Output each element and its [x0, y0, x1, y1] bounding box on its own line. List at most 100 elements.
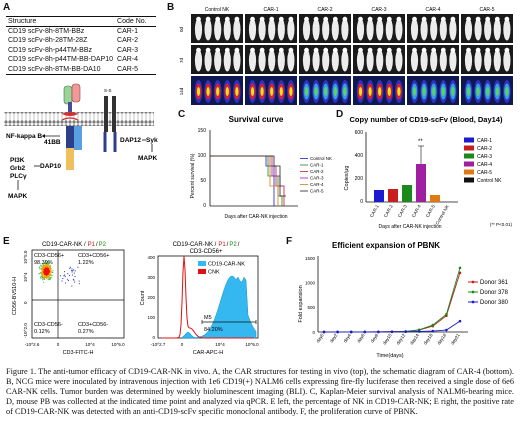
panel-e-label: E: [3, 236, 10, 247]
expansion-point: [417, 330, 421, 333]
hist-ylabel: Count: [140, 290, 146, 305]
hist-ytick: 400: [147, 255, 155, 260]
copy-xtick: CAR-5: [425, 204, 436, 219]
copy-title: Copy number of CD19-scFv (Blood, Day14): [350, 115, 503, 124]
hist-title-1: CD19-CAR-NK / P1/P2/: [173, 242, 240, 248]
expansion-xtick: day0: [315, 332, 325, 343]
disulfide-label: S-S: [104, 88, 112, 93]
dap10-label: DAP10: [40, 163, 61, 170]
survival-legend-item: CAR-5: [310, 189, 324, 194]
mapk-left-label: MAPK: [8, 193, 27, 200]
bli-column-label: CAR-3: [371, 7, 386, 13]
survival-ytick: 150: [198, 128, 207, 134]
expansion-point: [322, 330, 326, 334]
significance-marker: **: [418, 139, 423, 145]
copy-ytick: 200: [355, 176, 364, 182]
syk-label: Syk: [146, 137, 158, 144]
expansion-point: [404, 330, 407, 334]
table-cell-structure: CD19 scFv-8h-p44TM-BB-DAP10: [8, 56, 114, 64]
hist-legend-swatch-cnk: [198, 269, 206, 274]
copy-legend-swatch: [464, 169, 474, 175]
table-row: CD19 scFv-8h-28TM-28Z CAR-2: [6, 37, 156, 46]
hist-xtick: -10^2.7: [151, 342, 166, 347]
survival-series-line: [210, 155, 275, 206]
q4-label: CD3+CD56-: [78, 322, 108, 328]
expansion-xtick: day8: [370, 332, 380, 343]
expansion-xtick: day10: [382, 332, 393, 345]
survival-legend-item: CAR-1: [310, 163, 324, 168]
bli-row-label: 14d: [179, 87, 184, 95]
cd8-domain: [66, 126, 74, 148]
flow-xlabel: CD3-FITC-H: [63, 350, 94, 356]
copy-xtick: CAR-1: [369, 204, 380, 219]
copy-bar-car1: [374, 190, 384, 202]
table-cell-code: CAR-3: [117, 46, 139, 54]
survival-ylabel: Percent survival (%): [190, 153, 196, 198]
bli-grid-svg: Control NK CAR-1 CAR-2 CAR-3 CAR-4 CAR-5 0d 7d 1…: [179, 7, 513, 105]
survival-legend-item: CAR-3: [310, 176, 324, 181]
hist-xtick: 10^5.0: [245, 342, 259, 347]
flow-ytick: 0: [23, 301, 28, 304]
table-row: CD19 scFv-8h-8TM-BB-DA10 CAR-5: [6, 65, 156, 76]
copy-legend-item: CAR-2: [477, 146, 492, 152]
bli-column-label: CAR-5: [479, 7, 494, 13]
bli-column-label: CAR-2: [317, 7, 332, 13]
copy-xtick: CAR-4: [411, 204, 422, 219]
flow-ylabel: CD56-BV510-H: [12, 277, 18, 315]
table-row: CD19 scFv-8h-p44TM-BBz CAR-3: [6, 46, 156, 55]
expansion-point: [390, 330, 394, 334]
hist-xtick: 0: [181, 342, 184, 347]
hist-xlabel: CAR-APC-H: [193, 350, 224, 356]
nfkb-label: NF-kappa B: [6, 133, 42, 140]
dap10-domain: [66, 148, 74, 170]
q2-value: 1.22%: [78, 260, 94, 266]
figure-caption: Figure 1. The anti-tumor efficacy of CD1…: [6, 367, 514, 416]
panel-c-label: C: [178, 109, 186, 120]
expansion-point: [336, 330, 339, 334]
copy-legend-swatch: [464, 145, 474, 151]
flow-xtick: 0: [57, 342, 60, 347]
flow-xtick: 10^4: [85, 342, 95, 347]
copy-number-chart: Copy number of CD19-scFv (Blood, Day14) …: [344, 115, 512, 230]
q1-label: CD3-CD56+: [34, 253, 64, 259]
expansion-series-line: [324, 320, 461, 333]
expansion-point: [458, 271, 462, 275]
expansion-title: Efficient expansion of PBNK: [332, 241, 440, 250]
expansion-ytick: 0: [312, 330, 315, 335]
copy-legend-item: CAR-1: [477, 138, 492, 144]
survival-series-line: [210, 155, 283, 206]
q4-value: 0.27%: [78, 329, 94, 335]
expansion-series-line: [324, 272, 461, 333]
table-cell-structure: CD19 scFv-8h-p44TM-BBz: [8, 46, 93, 54]
expansion-legend-marker: [471, 300, 475, 304]
table-header-row: Structure Code No.: [6, 15, 156, 28]
survival-legend-item: CAR-4: [310, 182, 324, 187]
flow-dotplot: CD19-CAR-NK / P1/P2 CD3-CD56+ 98.39% CD3+…: [12, 242, 125, 356]
panel-d-label: D: [336, 109, 344, 120]
copy-xtick: Control NK: [435, 204, 450, 226]
car4-schematic: S-S NF-kappa B 41BB DAP10 PI3K Grb2 PLCγ…: [4, 83, 158, 200]
hist-ytick: 0: [152, 335, 155, 340]
panel-f-label: F: [286, 236, 293, 247]
expansion-xtick: day14: [409, 332, 420, 345]
copy-xtick: CAR-2: [383, 204, 394, 219]
copy-ylabel: Copies/μg: [344, 166, 350, 191]
dap12-chain-1: [104, 96, 108, 132]
q1-value: 98.39%: [34, 260, 53, 266]
copy-ytick: 400: [355, 153, 364, 159]
q2-label: CD3+CD56+: [78, 253, 110, 259]
survival-ytick: 0: [203, 203, 206, 209]
fourone-bb-label: 41BB: [44, 139, 61, 146]
table-header-structure: Structure: [6, 15, 116, 28]
cell-membrane: [4, 112, 154, 126]
table-cell-structure: CD19 scFv-8h-28TM-28Z: [8, 37, 88, 45]
expansion-xtick: day21: [450, 332, 461, 345]
hist-car-nk-fill: [181, 275, 257, 339]
expansion-point: [458, 266, 462, 270]
flow-ytick: 10^5.0: [23, 250, 28, 264]
survival-series-line: [210, 155, 286, 197]
hist-xtick: 10^4: [215, 342, 225, 347]
survival-legend-item: Control NK: [310, 156, 332, 161]
survival-series-line: [210, 155, 284, 187]
fourone-bb-domain: [74, 126, 82, 150]
